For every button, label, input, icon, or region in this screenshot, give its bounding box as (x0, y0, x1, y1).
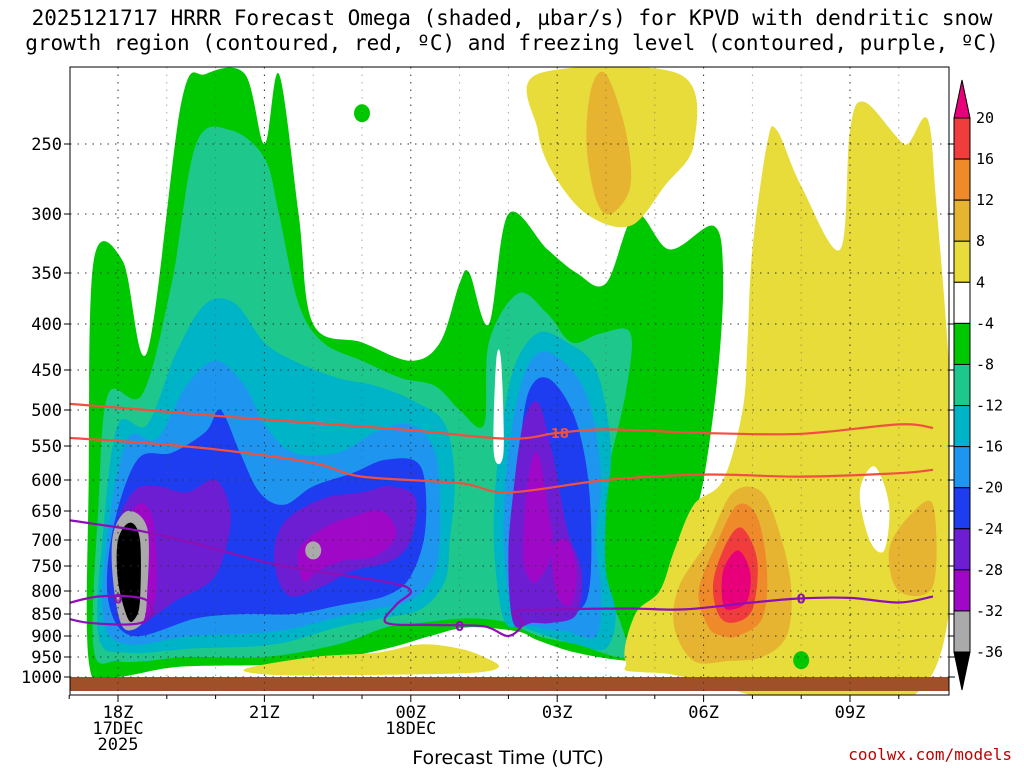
omega-shading (70, 67, 949, 695)
x-tick-label-6-1: 18DEC (385, 719, 436, 739)
x-tick-label-9-0: 03Z (542, 703, 573, 723)
omega-region-descent-lowlevel (243, 644, 499, 676)
colorbar: 20 16 12 8 4 -4 -8 -12 -16 -20 -24 -28 -32 -36 (953, 79, 1003, 691)
colorbar-label-6: -8 (976, 355, 994, 373)
axis-ticks: 2503003504004505005506006507007508008509… (21, 135, 955, 755)
colorbar-label-13: -36 (976, 643, 1003, 661)
colorbar-box-4 (953, 240, 971, 283)
chart-title-line-1: 2025121717 HRRR Forecast Omega (shaded, … (31, 6, 993, 30)
x-tick-label-6-0: 00Z (395, 703, 426, 723)
omega-region-ascent-east-low-violet (551, 538, 577, 607)
contours: -18 0 0 0 (70, 402, 934, 638)
colorbar-bottom-triangle (953, 651, 971, 691)
omega-hole-hole-east-white (859, 466, 890, 553)
plot-area: -18 0 0 0 (70, 67, 949, 695)
colorbar-label-12: -32 (976, 602, 1003, 620)
y-tick-label-1000: 1000 (21, 668, 62, 688)
dgz-contour-minus18 (70, 402, 934, 440)
colorbar-box-8 (953, 405, 971, 448)
colorbar-top-triangle (953, 79, 971, 119)
colorbar-label-7: -12 (976, 397, 1003, 415)
y-tick-label-900: 900 (31, 627, 62, 647)
colorbar-box-11 (953, 528, 971, 571)
y-tick-label-950: 950 (31, 648, 62, 668)
freezing-level-contour-main (70, 519, 934, 638)
x-tick-label-15-0: 09Z (835, 703, 866, 723)
omega-region-descent-se-magenta (721, 550, 751, 610)
colorbar-label-11: -28 (976, 561, 1003, 579)
colorbar-label-3: 8 (976, 232, 985, 250)
colorbar-box-12 (953, 569, 971, 612)
x-axis-label: Forecast Time (UTC) (412, 747, 603, 768)
chart-title-line-2: growth region (contoured, red, ºC) and f… (25, 31, 999, 55)
y-tick-label-800: 800 (31, 582, 62, 602)
plot-frame (69, 66, 950, 696)
omega-hole-hole-central-top (361, 67, 516, 262)
colorbar-label-1: 16 (976, 150, 994, 168)
colorbar-label-4: 4 (976, 273, 985, 291)
colorbar-box-7 (953, 363, 971, 407)
y-tick-label-850: 850 (31, 605, 62, 625)
omega-blob-gray-blob-central (305, 541, 322, 560)
y-tick-label-700: 700 (31, 531, 62, 551)
colorbar-label-2: 12 (976, 191, 994, 209)
colorbar-label-0: 20 (976, 109, 994, 127)
chart-title: 2025121717 HRRR Forecast Omega (shaded, … (0, 6, 1024, 56)
colorbar-label-8: -16 (976, 438, 1003, 456)
y-tick-label-650: 650 (31, 502, 62, 522)
colorbar-label-5: -4 (976, 314, 994, 332)
omega-region-ascent-east-violet (523, 452, 553, 583)
colorbar-label-10: -24 (976, 520, 1003, 538)
x-tick-label-0-0: 18Z (103, 703, 134, 723)
y-tick-label-350: 350 (31, 264, 62, 284)
colorbar-box-1 (953, 117, 971, 160)
colorbar-box-9 (953, 446, 971, 489)
colorbar-box-5 (953, 281, 971, 324)
dgz-contour-minus18-label: -18 (545, 427, 569, 442)
freezing-level-contour-loop-label: 0 (113, 592, 122, 607)
omega-region-ascent-central-violet (297, 510, 397, 582)
colorbar-label-9: -20 (976, 479, 1003, 497)
y-tick-label-450: 450 (31, 361, 62, 381)
freezing-level-contour-loop (70, 594, 154, 626)
y-tick-label-400: 400 (31, 315, 62, 335)
y-tick-label-750: 750 (31, 557, 62, 577)
colorbar-box-2 (953, 158, 971, 201)
omega-region-descent-east-orange (888, 500, 937, 597)
x-tick-label-0-2: 2025 (98, 735, 139, 755)
x-tick-label-0-1: 17DEC (92, 719, 143, 739)
y-tick-label-600: 600 (31, 471, 62, 491)
y-tick-label-500: 500 (31, 401, 62, 421)
ground-band (70, 677, 949, 691)
omega-hole-hole-central-slot (493, 349, 504, 465)
credit-text[interactable]: coolwx.com/models (848, 745, 1012, 764)
dgz-contour-minus12 (70, 436, 934, 494)
y-tick-label-550: 550 (31, 437, 62, 457)
x-tick-label-12-0: 06Z (688, 703, 719, 723)
x-tick-label-3-0: 21Z (249, 703, 280, 723)
freezing-level-label-east: 0 (797, 592, 806, 607)
omega-region-descent-upper-orange (586, 71, 632, 215)
freezing-level-contour-main-label: 0 (455, 620, 464, 635)
colorbar-box-10 (953, 487, 971, 530)
colorbar-box-13 (953, 610, 971, 653)
y-tick-label-300: 300 (31, 205, 62, 225)
y-tick-label-250: 250 (31, 135, 62, 155)
colorbar-box-3 (953, 199, 971, 242)
colorbar-box-6 (953, 322, 971, 365)
